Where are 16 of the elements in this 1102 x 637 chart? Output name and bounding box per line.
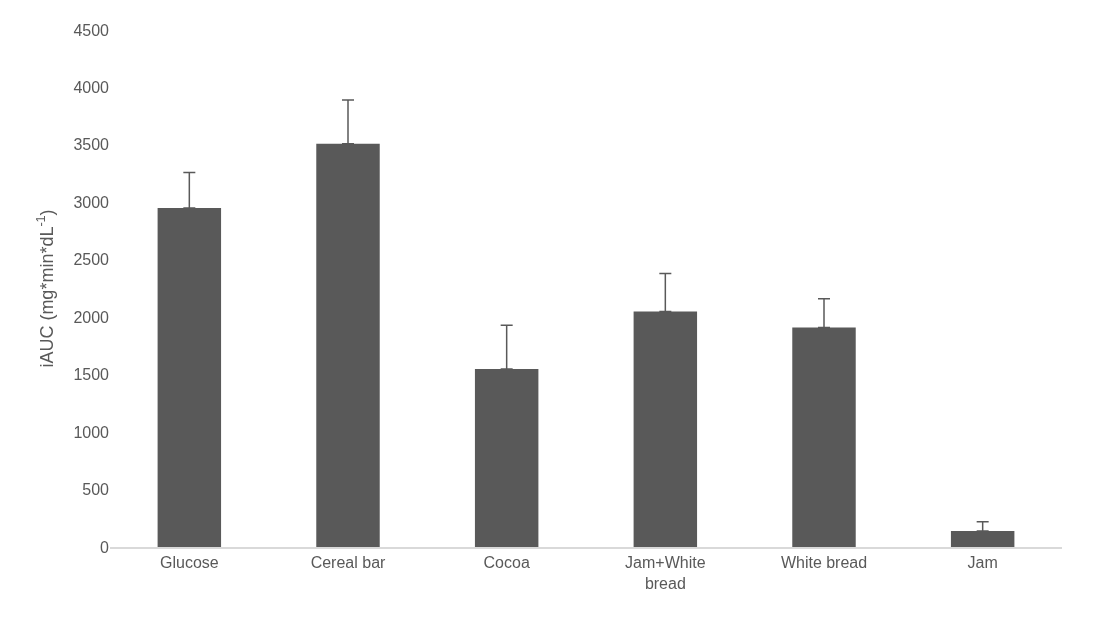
y-tick-label: 1500 xyxy=(73,366,110,384)
y-tick-label: 3000 xyxy=(73,193,110,211)
y-tick-label: 4500 xyxy=(73,21,110,39)
y-tick-label: 0 xyxy=(100,538,110,556)
x-tick-label: Cereal bar xyxy=(310,554,387,572)
y-tick-label: 1000 xyxy=(73,423,110,441)
x-tick-label: Glucose xyxy=(159,554,219,572)
x-tick-label: White bread xyxy=(780,554,868,572)
y-tick-label: 500 xyxy=(82,481,110,499)
x-tick-label: Cocoa xyxy=(483,554,530,572)
y-tick-label: 2000 xyxy=(73,308,110,326)
x-tick-label: Jam xyxy=(967,554,998,572)
y-tick-label: 4000 xyxy=(73,79,110,97)
x-tick-label: Jam+White bread xyxy=(625,554,706,592)
y-tick-label: 3500 xyxy=(73,136,110,154)
y-tick-label: 2500 xyxy=(73,251,110,269)
